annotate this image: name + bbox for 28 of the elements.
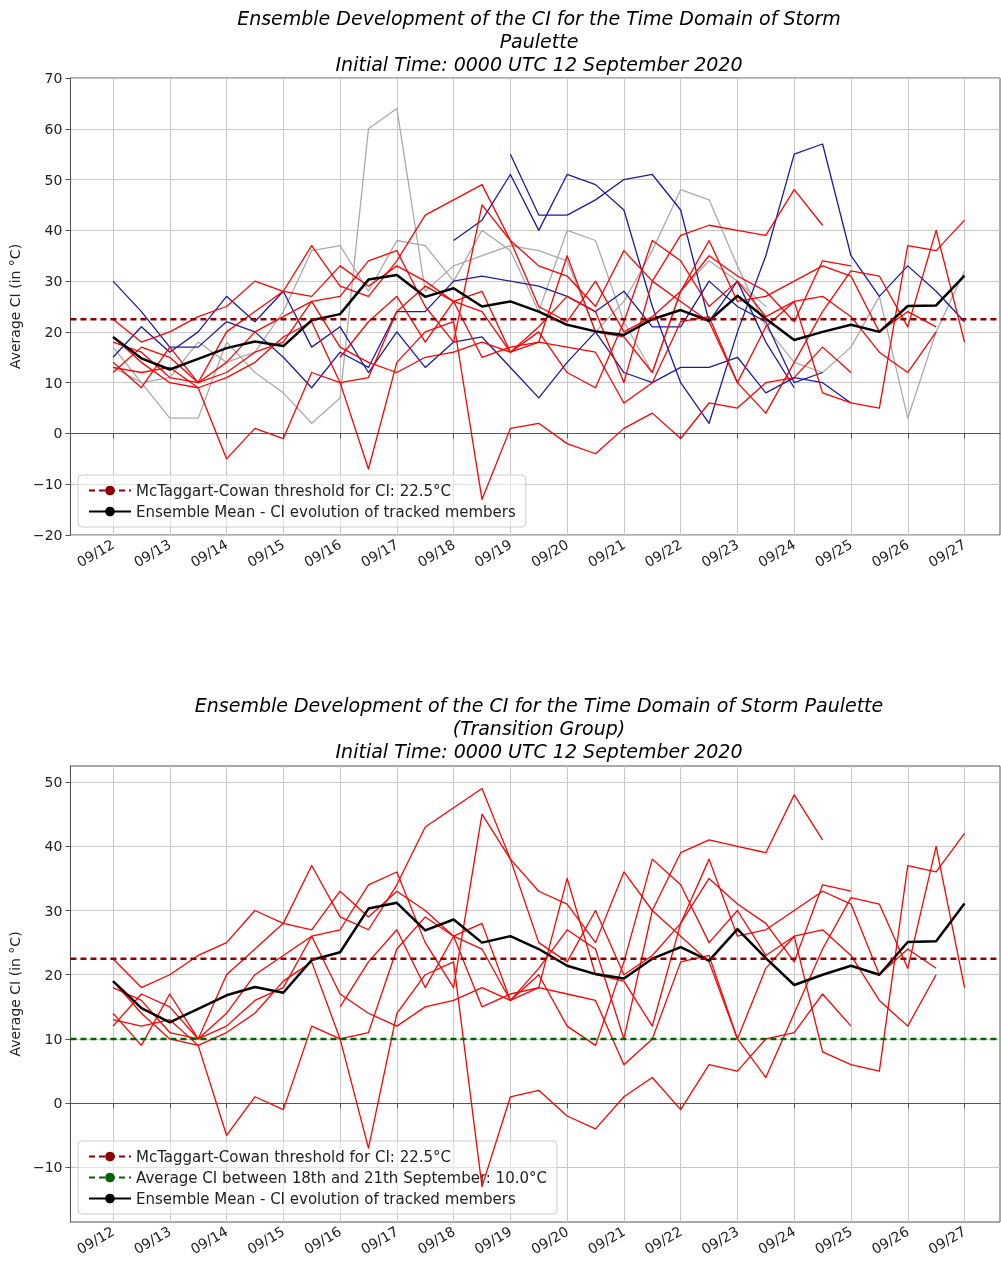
y-tick-label: 30 <box>44 902 63 919</box>
y-tick-label: 20 <box>44 966 63 983</box>
y-tick-label: 10 <box>44 1030 63 1047</box>
legend-label: McTaggart-Cowan threshold for CI: 22.5°C <box>136 481 452 500</box>
legend-label: Ensemble Mean - CI evolution of tracked members <box>136 1189 517 1208</box>
y-tick-label: 50 <box>44 774 63 791</box>
y-tick-label: 50 <box>44 171 63 188</box>
chart-title: Ensemble Development of the CI for the Time Domain of Storm Paulette Initial Time: 0000 UTC 12 September 2020 <box>237 6 841 75</box>
y-axis-title: Average CI (in °C) <box>7 243 23 370</box>
y-tick-label: 10 <box>44 374 63 391</box>
y-tick-label: −20 <box>32 527 63 543</box>
y-axis-title: Average CI (in °C) <box>7 931 23 1057</box>
legend-label: Ensemble Mean - CI evolution of tracked members <box>136 502 517 521</box>
y-tick-label: 0 <box>53 425 63 442</box>
line-series <box>111 901 966 1024</box>
y-tick-label: 40 <box>44 222 63 239</box>
y-tick-label: 60 <box>44 120 63 137</box>
legend-label: McTaggart-Cowan threshold for CI: 22.5°C <box>136 1147 452 1166</box>
y-tick-label: −10 <box>32 1159 63 1176</box>
chart-title: Ensemble Development of the CI for the Time Domain of Storm Paulette (Transition Group) Initial Time: 0000 UTC 12 September 2020 <box>194 693 884 762</box>
y-tick-label: −10 <box>32 476 63 493</box>
y-tick-label: 40 <box>44 838 63 855</box>
y-tick-label: 70 <box>44 70 63 86</box>
y-tick-label: 30 <box>44 273 63 290</box>
line-series <box>111 273 966 371</box>
y-tick-label: 0 <box>53 1095 63 1112</box>
y-tick-label: 20 <box>44 323 63 340</box>
line-series <box>112 107 966 424</box>
